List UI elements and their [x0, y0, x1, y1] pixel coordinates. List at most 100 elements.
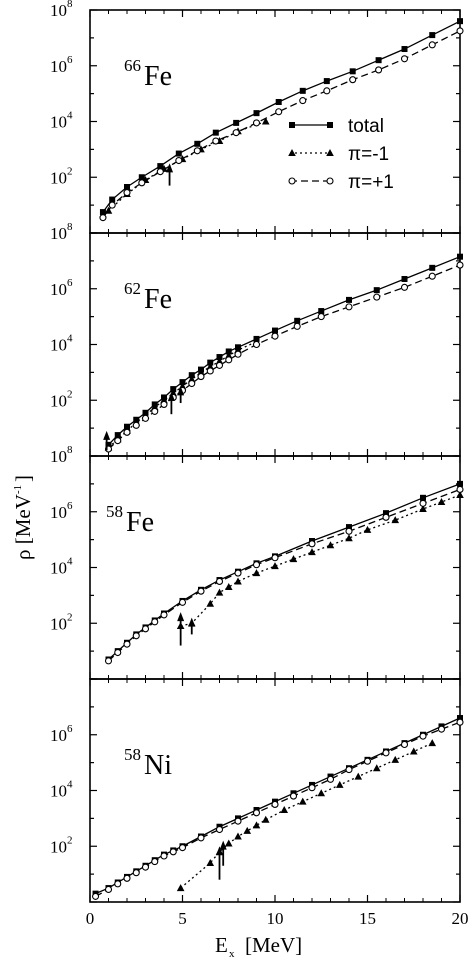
pi-minus-marker	[326, 149, 334, 156]
total-marker	[272, 327, 278, 334]
pi-plus-marker	[428, 41, 436, 49]
series-pi-plus	[104, 261, 464, 453]
pi-plus-marker	[271, 554, 279, 562]
series-pi-plus	[99, 27, 464, 222]
nucleus-element: Ni	[144, 750, 172, 781]
pi-minus-marker	[224, 583, 233, 591]
pi-minus-marker	[391, 755, 400, 763]
pi-plus-marker	[175, 156, 183, 165]
pi-minus-marker	[206, 599, 215, 607]
y-axis-label: ρ [MeV	[11, 494, 35, 560]
y-tick-label: 10 2	[50, 611, 73, 633]
pi-minus-marker	[428, 739, 437, 747]
pi-plus-marker	[252, 809, 261, 817]
pi-minus-marker	[206, 858, 215, 866]
nucleus-element: Fe	[126, 507, 154, 538]
pi-plus-marker	[151, 618, 159, 626]
pi-plus-marker	[400, 55, 409, 63]
pi-plus-marker	[151, 407, 159, 415]
series-pi-plus	[92, 718, 464, 900]
x-tick-label: 20	[452, 909, 469, 928]
pi-plus-marker	[169, 848, 177, 856]
pi-minus-marker	[308, 548, 316, 556]
y-tick-exponent: 6	[67, 500, 73, 512]
nucleus-mass-number: 58	[106, 502, 123, 521]
pi-plus-marker	[188, 379, 196, 388]
arrow-head	[177, 612, 185, 622]
legend-label: total	[348, 116, 384, 137]
pi-minus-marker	[317, 789, 326, 797]
pi-plus-marker	[215, 361, 224, 369]
pi-minus-marker	[437, 497, 446, 505]
pi-plus-marker	[114, 648, 122, 657]
total-marker	[275, 98, 282, 105]
total-marker	[216, 354, 223, 361]
total-marker	[457, 480, 463, 487]
pi-minus-marker	[391, 516, 400, 524]
threshold-arrow	[177, 612, 185, 646]
panel-frame	[89, 232, 461, 457]
y-tick-label: 10 2	[50, 165, 73, 187]
series-pi-plus	[104, 485, 464, 665]
total-marker	[327, 122, 333, 128]
pi-plus-marker	[99, 214, 107, 222]
total-marker	[299, 87, 306, 94]
y-tick-exponent: 4	[67, 110, 73, 122]
y-tick-label: 10 2	[50, 388, 73, 410]
total-marker	[420, 494, 426, 501]
y-tick-label: 10 2	[50, 834, 73, 856]
pi-plus-marker	[123, 874, 131, 882]
pi-plus-marker	[123, 640, 131, 648]
threshold-arrow	[219, 840, 227, 866]
pi-plus-marker	[160, 611, 168, 619]
y-tick-label: 10 8	[50, 0, 73, 20]
threshold-arrow	[103, 430, 111, 451]
pi-minus-marker	[234, 577, 242, 585]
pi-plus-marker	[178, 844, 187, 852]
threshold-arrow	[188, 617, 196, 635]
y-tick-base: 10	[50, 614, 67, 633]
pi-plus-marker	[114, 437, 122, 445]
pi-plus-marker	[215, 825, 224, 834]
pi-minus-marker	[372, 764, 381, 772]
pi-plus-marker	[178, 598, 187, 606]
arrow-head	[177, 386, 185, 396]
pi-plus-marker	[156, 168, 164, 176]
pi-plus-marker	[141, 625, 150, 633]
total-marker	[346, 524, 352, 531]
y-tick-exponent: 8	[67, 221, 73, 233]
pi-plus-marker	[326, 775, 335, 783]
total-marker	[124, 184, 130, 191]
series-pi-minus	[176, 491, 464, 630]
y-axis-label-superscript: -1	[12, 485, 24, 494]
pi-plus-marker	[288, 177, 296, 185]
pi-plus-marker	[323, 87, 331, 95]
pi-minus-marker	[234, 832, 242, 840]
pi-minus-marker	[345, 534, 353, 542]
pi-plus-marker	[400, 283, 409, 291]
pi-plus-marker	[215, 577, 224, 585]
series-line	[180, 742, 433, 889]
y-tick-exponent: 6	[67, 723, 73, 735]
total-marker	[457, 18, 463, 25]
series-total	[99, 18, 463, 216]
total-marker	[289, 122, 295, 128]
arrow-head	[188, 617, 196, 627]
legend: total π=-1 π=+1	[288, 116, 394, 193]
pi-minus-marker	[289, 555, 298, 563]
total-marker	[175, 150, 182, 157]
total-marker	[457, 715, 463, 722]
threshold-arrow	[167, 391, 175, 415]
y-tick-exponent: 4	[67, 556, 73, 568]
pi-minus-marker	[215, 588, 224, 596]
pi-plus-marker	[225, 356, 233, 364]
y-tick-base: 10	[50, 391, 67, 410]
pi-minus-marker	[271, 562, 279, 570]
arrow-head	[167, 391, 175, 401]
pi-plus-marker	[234, 817, 242, 825]
pi-minus-marker	[261, 117, 270, 125]
series-line	[180, 494, 461, 627]
y-tick-label: 10 8	[50, 444, 73, 466]
